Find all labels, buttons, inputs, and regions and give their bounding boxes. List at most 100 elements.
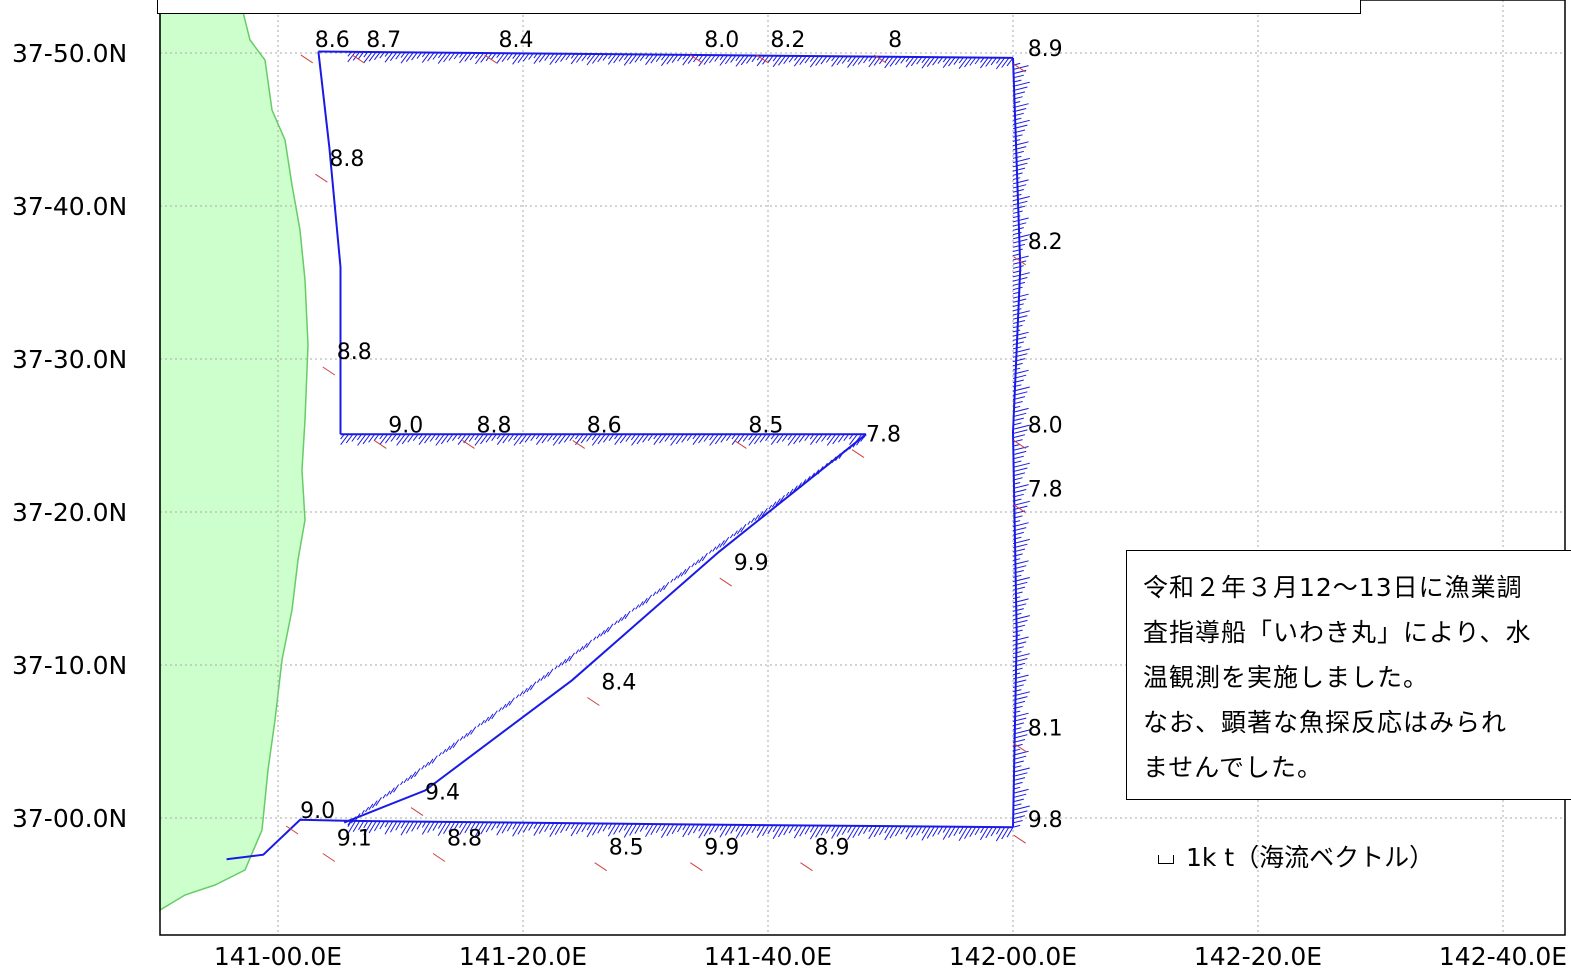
current-vector xyxy=(1012,667,1023,672)
current-vector xyxy=(547,668,554,677)
current-vector xyxy=(775,498,781,506)
note-line: 温観測を実施しました。 xyxy=(1143,663,1430,692)
current-vector xyxy=(389,820,398,833)
current-vector xyxy=(1012,710,1021,714)
current-vector xyxy=(623,823,634,838)
current-vector xyxy=(470,726,477,735)
current-vector xyxy=(765,433,771,442)
current-vector xyxy=(351,433,358,442)
current-vector xyxy=(792,485,798,492)
current-vector xyxy=(528,822,534,831)
current-vector xyxy=(772,55,778,62)
current-vector xyxy=(564,655,571,664)
current-vector xyxy=(709,433,715,441)
current-vector xyxy=(412,433,419,442)
current-vector xyxy=(659,433,667,444)
current-vector xyxy=(852,825,861,838)
current-vector xyxy=(491,433,497,442)
current-vector xyxy=(878,825,886,836)
current-vector xyxy=(1012,691,1030,697)
current-vector xyxy=(666,54,675,65)
current-vector xyxy=(1012,450,1027,456)
current-vector xyxy=(964,826,973,840)
current-vector xyxy=(1001,57,1010,68)
current-vector xyxy=(847,825,857,840)
current-vector xyxy=(926,826,935,839)
current-vector xyxy=(1012,298,1027,303)
current-vector xyxy=(533,822,538,829)
current-vector xyxy=(663,581,670,591)
current-vector xyxy=(793,824,803,839)
current-vector xyxy=(1012,515,1023,519)
current-vector-scale: 1k t（海流ベクトル） xyxy=(1158,838,1434,874)
current-vector xyxy=(614,433,623,446)
current-vector xyxy=(691,562,695,568)
current-vector xyxy=(832,433,841,445)
current-vector xyxy=(686,433,693,442)
title-box xyxy=(157,0,1361,14)
current-vector xyxy=(541,433,549,444)
current-vector xyxy=(519,691,524,697)
current-vector xyxy=(443,821,452,834)
temperature-label: 8.0 xyxy=(704,28,739,53)
current-vector xyxy=(836,55,844,66)
temperature-label: 8 xyxy=(888,28,902,53)
current-vector xyxy=(677,823,683,833)
observation-note: 令和２年３月12～13日に漁業調 査指導船「いわき丸」により、水 温観測を実施し… xyxy=(1126,550,1571,800)
latitude-tick-label: 37-30.0N xyxy=(12,345,127,374)
current-vector xyxy=(1012,391,1028,396)
current-vector xyxy=(735,824,741,832)
current-vector xyxy=(1012,238,1028,244)
current-vector xyxy=(730,824,737,834)
temperature-tick xyxy=(873,54,887,64)
current-vector xyxy=(1012,581,1028,587)
current-vector xyxy=(670,433,676,441)
current-vector xyxy=(480,52,489,63)
current-vector xyxy=(560,53,567,62)
current-vector xyxy=(549,822,555,830)
current-vector xyxy=(762,824,770,837)
current-vector xyxy=(352,820,361,833)
current-vector xyxy=(1012,729,1030,735)
current-vector xyxy=(382,793,387,799)
current-vector xyxy=(1012,586,1026,591)
current-vector xyxy=(1012,167,1026,172)
temperature-tick xyxy=(587,697,600,706)
current-vector xyxy=(1012,396,1026,401)
temperature-label: 8.2 xyxy=(1028,230,1063,255)
current-vector xyxy=(1012,210,1023,214)
current-vector xyxy=(937,826,944,835)
current-vector xyxy=(703,823,712,837)
current-vector xyxy=(501,52,510,63)
current-vector xyxy=(809,825,820,840)
current-vector xyxy=(751,824,758,833)
current-vector xyxy=(1012,217,1029,223)
temperature-label: 8.4 xyxy=(601,671,636,696)
current-vector xyxy=(524,433,532,443)
current-vector xyxy=(634,53,642,63)
current-vector xyxy=(1001,826,1010,840)
current-vector xyxy=(538,822,547,834)
current-vector xyxy=(536,678,541,683)
current-vector xyxy=(1012,407,1029,413)
current-vector xyxy=(586,822,596,838)
latitude-tick-label: 37-50.0N xyxy=(12,39,127,68)
current-vector xyxy=(1012,270,1022,274)
current-vector xyxy=(746,55,753,64)
current-vector xyxy=(421,821,427,828)
current-vector xyxy=(868,825,873,833)
current-vector xyxy=(974,57,981,65)
current-vector xyxy=(900,56,906,64)
current-vector xyxy=(358,51,365,60)
current-vector xyxy=(558,433,567,445)
current-vector xyxy=(675,433,684,445)
current-vector xyxy=(778,55,786,66)
current-vector xyxy=(384,51,394,63)
current-vector xyxy=(621,613,627,622)
current-vector xyxy=(1012,612,1022,616)
current-vector xyxy=(1012,493,1024,498)
current-vector xyxy=(347,820,352,828)
current-vector xyxy=(905,56,915,68)
current-vector xyxy=(1012,367,1021,371)
current-vector xyxy=(1012,684,1024,688)
